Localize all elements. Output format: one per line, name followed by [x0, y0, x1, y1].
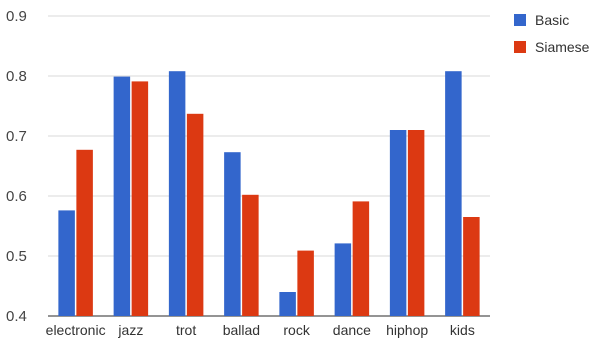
bar-basic-ballad [224, 152, 241, 316]
bar-siamese-kids [463, 217, 480, 316]
x-category-label-rock: rock [283, 322, 310, 338]
x-category-label-jazz: jazz [117, 322, 143, 338]
bar-basic-kids [445, 71, 462, 316]
legend-label-basic: Basic [535, 12, 569, 28]
y-tick-label: 0.9 [6, 8, 27, 25]
bar-basic-trot [168, 71, 186, 316]
x-category-label-ballad: ballad [223, 322, 260, 338]
bars [58, 71, 480, 317]
bar-siamese-electronic [76, 149, 93, 316]
bar-siamese-dance [352, 201, 370, 316]
x-category-label-hiphop: hiphop [386, 322, 428, 338]
legend-swatch-siamese [514, 41, 526, 53]
legend-label-siamese: Siamese [535, 39, 590, 55]
y-tick-label: 0.8 [6, 68, 27, 85]
bar-basic-dance [334, 243, 352, 316]
y-tick-label: 0.4 [6, 308, 27, 325]
legend: Basic Siamese [514, 12, 590, 55]
bar-siamese-ballad [242, 194, 259, 316]
bar-siamese-trot [186, 113, 204, 316]
x-category-label-dance: dance [333, 322, 371, 338]
bar-siamese-jazz [131, 81, 149, 317]
x-category-label-electronic: electronic [46, 322, 106, 338]
bar-basic-rock [279, 292, 296, 316]
bar-basic-electronic [58, 210, 75, 316]
legend-swatch-basic [514, 14, 526, 26]
bar-basic-jazz [113, 76, 131, 316]
x-axis-category-labels: electronic jazz trot ballad rock dance hiphop k… [46, 322, 475, 338]
x-category-label-kids: kids [450, 322, 475, 338]
y-tick-label: 0.7 [6, 128, 27, 145]
bar-siamese-rock [297, 250, 314, 316]
x-category-label-trot: trot [176, 322, 196, 338]
bar-basic-hiphop [389, 130, 407, 316]
y-tick-label: 0.5 [6, 248, 27, 265]
y-tick-label: 0.6 [6, 188, 27, 205]
bar-siamese-hiphop [407, 130, 425, 316]
y-axis-tick-labels: 0.4 0.5 0.6 0.7 0.8 0.9 [6, 8, 27, 325]
